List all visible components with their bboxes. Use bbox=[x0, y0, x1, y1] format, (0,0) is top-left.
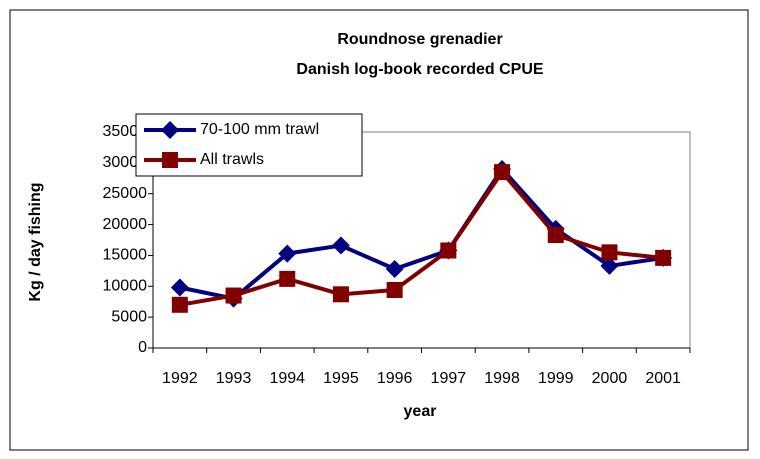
data-point bbox=[494, 164, 511, 181]
x-tick-label: 1996 bbox=[377, 370, 413, 387]
x-tick-label: 1998 bbox=[484, 370, 520, 387]
y-tick-label: 15000 bbox=[103, 247, 148, 264]
chart-frame bbox=[9, 9, 749, 451]
y-tick-label: 10000 bbox=[103, 278, 148, 295]
y-tick-label: 0 bbox=[138, 339, 147, 356]
data-point bbox=[386, 281, 403, 298]
data-point bbox=[170, 278, 189, 297]
data-point bbox=[331, 236, 350, 255]
legend-marker bbox=[161, 121, 179, 139]
chart-title: Roundnose grenadier bbox=[337, 31, 502, 48]
legend-label: 70-100 mm trawl bbox=[200, 121, 319, 138]
legend-marker bbox=[162, 152, 178, 168]
data-point bbox=[279, 270, 296, 287]
x-tick-label: 1992 bbox=[162, 370, 198, 387]
x-tick-label: 1993 bbox=[216, 370, 252, 387]
y-tick-label: 5000 bbox=[111, 308, 147, 325]
x-tick-label: 1994 bbox=[269, 370, 305, 387]
data-point bbox=[601, 244, 618, 261]
x-axis-label: year bbox=[404, 403, 437, 420]
data-point bbox=[385, 260, 404, 279]
x-tick-label: 2000 bbox=[592, 370, 628, 387]
x-tick-label: 1997 bbox=[431, 370, 467, 387]
data-point bbox=[440, 242, 457, 259]
x-tick-label: 2001 bbox=[645, 370, 681, 387]
data-point bbox=[278, 244, 297, 263]
series-line bbox=[179, 165, 664, 301]
data-point bbox=[655, 249, 672, 266]
x-tick-label: 1995 bbox=[323, 370, 359, 387]
data-point bbox=[171, 296, 188, 313]
data-point bbox=[225, 287, 242, 304]
data-point bbox=[547, 227, 564, 244]
data-point bbox=[600, 256, 619, 275]
data-point bbox=[332, 286, 349, 303]
y-tick-label: 25000 bbox=[103, 185, 148, 202]
y-tick-label: 20000 bbox=[103, 216, 148, 233]
x-tick-label: 1999 bbox=[538, 370, 574, 387]
series-line bbox=[179, 168, 664, 307]
y-axis-label: Kg / day fishing bbox=[27, 182, 44, 301]
chart-subtitle: Danish log-book recorded CPUE bbox=[296, 61, 543, 78]
legend-label: All trawls bbox=[200, 151, 264, 168]
